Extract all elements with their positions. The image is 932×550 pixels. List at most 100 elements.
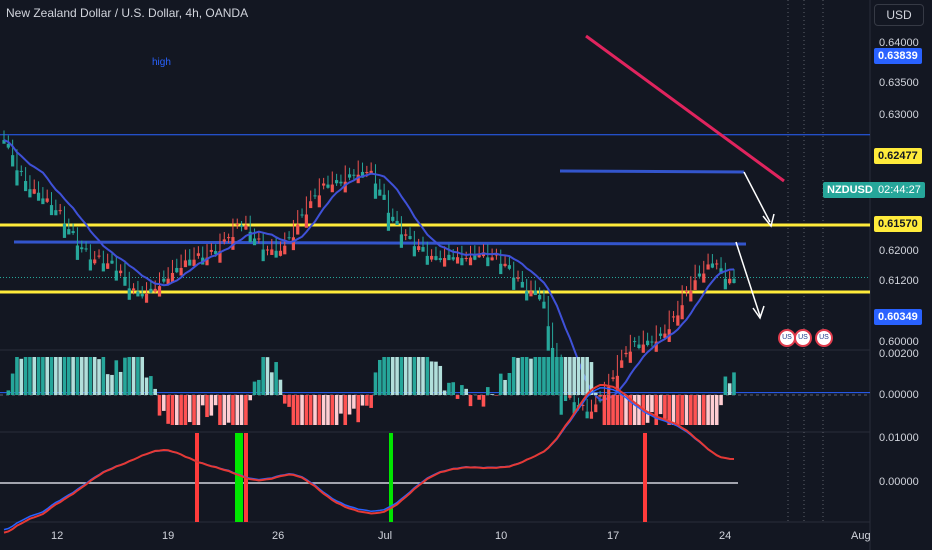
candle-body bbox=[11, 155, 15, 167]
candle-body bbox=[395, 220, 399, 226]
osc1-bar bbox=[183, 395, 188, 425]
osc1-bar bbox=[576, 357, 581, 395]
osc1-bar bbox=[179, 395, 183, 425]
osc1-bar bbox=[568, 357, 572, 395]
us-event-flag-icon[interactable]: US bbox=[794, 329, 812, 347]
osc1-bar bbox=[32, 357, 37, 395]
candle-body bbox=[235, 224, 239, 226]
candle-body bbox=[248, 231, 252, 243]
osc1-bar bbox=[330, 395, 335, 425]
candle-body bbox=[382, 194, 386, 200]
osc1-bar bbox=[563, 357, 568, 395]
osc1-bar bbox=[123, 357, 127, 395]
candle-body bbox=[274, 250, 278, 258]
osc1-bar bbox=[205, 395, 209, 418]
candle-body bbox=[494, 254, 499, 256]
candle-body bbox=[23, 181, 28, 192]
osc1-bar bbox=[650, 395, 654, 413]
candle-body bbox=[157, 286, 162, 297]
candle-body bbox=[473, 254, 477, 260]
osc1-bar bbox=[485, 387, 490, 395]
osc1-bar bbox=[481, 395, 486, 407]
osc1-bar bbox=[71, 357, 75, 395]
osc1-bar bbox=[62, 357, 67, 395]
osc1-bar bbox=[714, 395, 719, 425]
osc1-bar bbox=[226, 395, 231, 423]
osc1-bar bbox=[455, 395, 460, 399]
candle-body bbox=[356, 174, 360, 184]
candle-body bbox=[486, 257, 490, 267]
candle-body bbox=[663, 333, 667, 338]
candle-body bbox=[671, 316, 676, 318]
candle-body bbox=[106, 263, 110, 269]
osc1-bar bbox=[593, 392, 598, 395]
candle-body bbox=[196, 253, 200, 256]
candle-body bbox=[438, 258, 442, 261]
osc1-bar bbox=[295, 395, 300, 425]
osc1-bar bbox=[58, 357, 62, 395]
symbol-title[interactable]: New Zealand Dollar / U.S. Dollar, 4h, OA… bbox=[6, 6, 249, 20]
candle-body bbox=[2, 140, 6, 144]
osc1-bar bbox=[110, 374, 114, 395]
candle-body bbox=[347, 174, 352, 178]
moving-average-line bbox=[3, 139, 735, 401]
osc1-bar bbox=[529, 358, 533, 395]
candle-body bbox=[706, 264, 710, 270]
us-event-flag-icon[interactable]: US bbox=[815, 329, 833, 347]
osc1-bar bbox=[114, 360, 119, 395]
candle-body bbox=[546, 326, 550, 351]
candle-body bbox=[343, 181, 347, 193]
candle-body bbox=[512, 277, 516, 290]
candle-body bbox=[136, 291, 140, 297]
currency-button[interactable]: USD bbox=[874, 4, 924, 26]
osc1-bar bbox=[54, 357, 58, 395]
candle-body bbox=[628, 351, 632, 363]
osc1-bar bbox=[278, 379, 283, 395]
candle-body bbox=[166, 278, 170, 285]
osc1-bar bbox=[671, 395, 676, 425]
candle-body bbox=[650, 341, 654, 343]
osc1-bar bbox=[162, 395, 166, 411]
osc1-bar bbox=[261, 357, 265, 395]
osc1-bar bbox=[429, 361, 434, 395]
osc1-bar bbox=[369, 395, 373, 408]
osc1-bar bbox=[619, 395, 624, 425]
candle-body bbox=[123, 276, 127, 286]
osc1-bar bbox=[468, 395, 473, 407]
candle-body bbox=[67, 229, 71, 235]
support-trend-line bbox=[13, 240, 747, 246]
osc1-bar bbox=[218, 395, 222, 425]
osc1-bar bbox=[390, 357, 395, 395]
candle-body bbox=[715, 263, 719, 265]
osc1-bar bbox=[399, 357, 404, 395]
candle-body bbox=[455, 257, 460, 264]
osc1-bar bbox=[174, 395, 179, 425]
osc1-bar bbox=[602, 395, 607, 425]
candle-body bbox=[183, 260, 188, 268]
candle-body bbox=[119, 270, 123, 274]
osc1-bar bbox=[546, 357, 551, 395]
osc1-bar bbox=[244, 395, 248, 425]
osc1-bar bbox=[360, 395, 365, 406]
osc1-bar bbox=[196, 395, 201, 425]
osc1-bar bbox=[684, 395, 689, 425]
candle-body bbox=[460, 258, 464, 266]
candle-body bbox=[326, 184, 330, 188]
osc1-bar bbox=[585, 357, 589, 395]
candle-body bbox=[322, 183, 326, 186]
osc1-bar bbox=[498, 373, 503, 395]
osc1-bar bbox=[516, 357, 520, 395]
osc1-bar bbox=[356, 395, 361, 423]
candle-body bbox=[442, 258, 447, 267]
osc1-bar bbox=[118, 371, 123, 395]
candle-body bbox=[620, 360, 624, 368]
candle-body bbox=[378, 189, 382, 196]
descending-trend-line bbox=[585, 34, 785, 183]
osc1-bar bbox=[403, 357, 408, 395]
candle-body bbox=[283, 245, 287, 255]
osc1-bar bbox=[352, 395, 356, 409]
candle-body bbox=[417, 246, 421, 250]
candle-body bbox=[369, 170, 373, 174]
osc1-bar bbox=[507, 373, 512, 395]
